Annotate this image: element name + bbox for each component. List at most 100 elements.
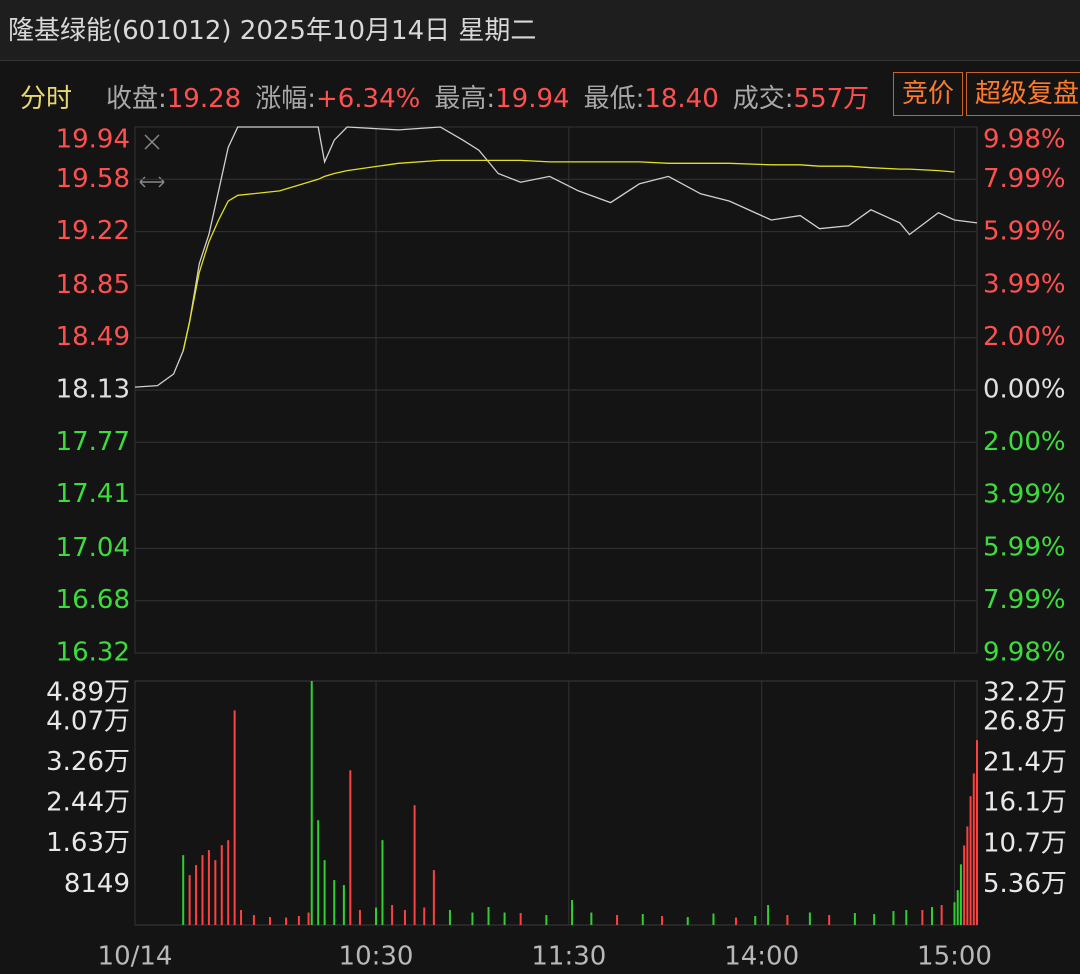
- y2-tick-label: 9.98%: [983, 125, 1066, 155]
- volume-bar: [940, 905, 943, 925]
- volume-bar: [972, 773, 975, 925]
- mode-tab[interactable]: 分时: [20, 84, 73, 114]
- volume-bar: [519, 913, 522, 925]
- y-tick-label: 17.04: [56, 533, 130, 563]
- volume-bar: [545, 915, 548, 925]
- y2-tick-label: 0.00%: [983, 375, 1066, 405]
- volume-bar: [808, 912, 811, 925]
- y2-tick-label: 10.7万: [983, 828, 1067, 858]
- volume-bar: [317, 820, 320, 925]
- close-icon[interactable]: [144, 134, 160, 150]
- volume-frame: [134, 680, 978, 926]
- volume-bar: [661, 916, 664, 925]
- volume-bar: [471, 912, 474, 925]
- y-tick-label: 8149: [64, 869, 130, 899]
- price-line: [134, 126, 978, 388]
- y2-tick-label: 7.99%: [983, 164, 1066, 194]
- average-line: [182, 159, 955, 351]
- y2-tick-label: 3.99%: [983, 269, 1066, 299]
- y-tick-label: 19.22: [56, 216, 130, 246]
- stat-value: 557万: [793, 84, 870, 114]
- volume-bar: [931, 907, 934, 925]
- volume-bar: [252, 915, 255, 925]
- volume-bar: [892, 911, 895, 925]
- x-tick-label: 10/14: [98, 942, 173, 972]
- y2-tick-label: 7.99%: [983, 585, 1066, 615]
- volume-bar: [240, 910, 243, 925]
- volume-bar: [182, 855, 185, 925]
- volume-bar: [220, 845, 223, 925]
- volume-bar: [616, 915, 619, 925]
- x-tick-label: 11:30: [531, 942, 606, 972]
- header: 隆基绿能(601012) 2025年10月14日 星期二: [0, 0, 1080, 61]
- volume-bar: [969, 796, 972, 925]
- volume-bar: [333, 880, 336, 925]
- volume-bar: [349, 770, 352, 925]
- title: 隆基绿能(601012) 2025年10月14日 星期二: [8, 16, 537, 46]
- y2-tick-label: 32.2万: [983, 678, 1067, 708]
- volume-bar: [227, 840, 230, 925]
- volume-bar: [375, 907, 378, 925]
- volume-bar: [195, 865, 198, 925]
- volume-bar: [297, 916, 300, 925]
- volume-bar: [358, 910, 361, 925]
- stat-label: 涨幅:: [255, 84, 316, 114]
- y-tick-label: 4.07万: [46, 706, 130, 736]
- volume-bar: [590, 912, 593, 925]
- volume-bar: [953, 902, 956, 925]
- volume-bar: [712, 913, 715, 925]
- volume-bar: [381, 840, 384, 925]
- stat-value: 19.94: [495, 84, 570, 114]
- volume-bar: [786, 915, 789, 925]
- volume-bar: [188, 875, 191, 925]
- volume-bar: [233, 710, 236, 925]
- volume-bar: [391, 905, 394, 925]
- volume-bar: [959, 864, 962, 925]
- auction-button[interactable]: 竞价: [893, 72, 964, 116]
- volume-bar: [413, 805, 416, 925]
- volume-bar: [432, 870, 435, 925]
- volume-bar: [828, 915, 831, 925]
- x-tick-label: 14:00: [724, 942, 799, 972]
- y2-tick-label: 5.36万: [983, 869, 1067, 899]
- volume-bar: [571, 900, 574, 925]
- volume-bar: [734, 917, 737, 925]
- volume-bar: [853, 913, 856, 925]
- y2-tick-label: 9.98%: [983, 638, 1066, 668]
- replay-button[interactable]: 超级复盘: [966, 72, 1080, 116]
- y2-tick-label: 16.1万: [983, 788, 1067, 818]
- y-tick-label: 1.63万: [46, 828, 130, 858]
- volume-bar: [323, 860, 326, 925]
- volume-bar: [905, 910, 908, 925]
- volume-bar: [201, 855, 204, 925]
- toolbar: 分时 收盘:19.28 涨幅:+6.34% 最高:19.94 最低:18.40 成交:5…: [0, 72, 1080, 118]
- y2-tick-label: 2.00%: [983, 427, 1066, 457]
- y2-tick-label: 21.4万: [983, 747, 1067, 777]
- volume-bar: [963, 845, 966, 925]
- y-tick-label: 16.32: [56, 638, 130, 668]
- stat-label: 最高:: [434, 84, 496, 114]
- y2-tick-label: 2.00%: [983, 322, 1066, 352]
- volume-bar: [310, 681, 313, 925]
- y2-tick-label: 5.99%: [983, 532, 1066, 562]
- y2-tick-label: 3.99%: [983, 480, 1066, 510]
- volume-bar: [307, 912, 310, 925]
- volume-bar: [285, 917, 288, 925]
- volume-bar: [207, 850, 210, 925]
- y-tick-label: 4.89万: [46, 678, 130, 708]
- stats: 收盘:19.28 涨幅:+6.34% 最高:19.94 最低:18.40 成交:557万: [106, 78, 883, 115]
- volume-bar: [921, 910, 924, 925]
- stat-label: 收盘:: [106, 84, 167, 114]
- volume-bar: [403, 910, 406, 925]
- volume-bar: [686, 917, 689, 925]
- y-tick-label: 17.41: [56, 479, 130, 509]
- resize-icon[interactable]: [139, 176, 165, 188]
- volume-bar: [641, 914, 644, 925]
- stat-label: 成交:: [732, 84, 794, 114]
- volume-bar: [966, 826, 969, 925]
- x-tick-label: 10:30: [339, 942, 414, 972]
- y-tick-label: 17.77: [56, 427, 130, 457]
- y-tick-label: 18.49: [56, 322, 130, 352]
